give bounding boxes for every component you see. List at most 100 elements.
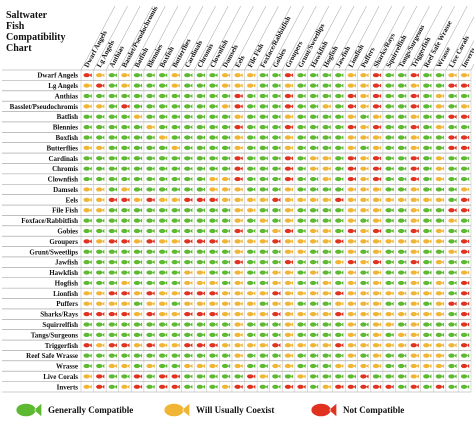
cell-fish bbox=[448, 156, 457, 161]
cell-fish bbox=[234, 93, 243, 99]
cell-fish bbox=[83, 176, 92, 182]
cell-fish bbox=[96, 374, 105, 379]
cell-fish bbox=[448, 145, 457, 151]
cell-fish bbox=[385, 291, 394, 296]
row-label: Reef Safe Wrasse bbox=[26, 352, 78, 360]
cell-fish bbox=[372, 249, 382, 254]
cell-fish bbox=[234, 73, 243, 78]
cell-fish bbox=[221, 249, 231, 254]
cell-fish bbox=[335, 374, 344, 379]
cell-fish bbox=[121, 197, 130, 202]
cell-fish bbox=[221, 114, 231, 119]
cell-fish bbox=[96, 176, 105, 182]
cell-fish bbox=[146, 239, 155, 244]
cell-fish bbox=[309, 197, 319, 202]
cell-fish bbox=[284, 125, 294, 130]
cell-fish bbox=[121, 260, 130, 265]
cell-fish bbox=[184, 208, 193, 213]
cell-fish bbox=[448, 239, 457, 244]
cell-fish bbox=[284, 301, 294, 306]
cell-fish bbox=[423, 218, 432, 223]
cell-fish bbox=[347, 374, 356, 379]
cell-fish bbox=[121, 104, 130, 109]
cell-fish bbox=[397, 197, 407, 202]
cell-fish bbox=[133, 114, 143, 119]
cell-fish bbox=[423, 114, 432, 119]
title-line: Chart bbox=[6, 43, 32, 54]
cell-fish bbox=[234, 114, 243, 119]
cell-fish bbox=[397, 343, 407, 348]
cell-fish bbox=[209, 311, 218, 317]
cell-fish bbox=[96, 363, 105, 369]
cell-fish bbox=[146, 384, 155, 389]
cell-fish bbox=[247, 156, 256, 161]
cell-fish bbox=[347, 156, 356, 161]
cell-fish bbox=[133, 311, 143, 317]
cell-fish bbox=[133, 228, 143, 234]
cell-fish bbox=[108, 322, 117, 327]
cell-fish bbox=[322, 322, 331, 327]
cell-fish bbox=[196, 353, 206, 358]
cell-fish bbox=[435, 197, 445, 202]
cell-fish bbox=[247, 343, 256, 348]
cell-fish bbox=[259, 156, 268, 161]
cell-fish bbox=[209, 218, 218, 223]
cell-fish bbox=[297, 332, 306, 337]
cell-fish bbox=[234, 332, 243, 337]
cell-fish bbox=[247, 145, 256, 151]
cell-fish bbox=[448, 249, 457, 254]
cell-fish bbox=[335, 176, 344, 182]
cell-fish bbox=[209, 208, 218, 213]
cell-fish bbox=[284, 374, 294, 379]
cell-fish bbox=[133, 291, 143, 296]
cell-fish bbox=[397, 208, 407, 213]
cell-fish bbox=[234, 260, 243, 265]
header-line bbox=[433, 5, 468, 71]
cell-fish bbox=[410, 353, 419, 358]
cell-fish bbox=[335, 135, 344, 140]
cell-fish bbox=[322, 208, 331, 213]
cell-fish bbox=[448, 291, 457, 296]
cell-fish bbox=[297, 83, 306, 88]
header-line bbox=[395, 5, 430, 71]
cell-fish bbox=[360, 260, 369, 265]
cell-fish bbox=[96, 228, 105, 234]
cell-fish bbox=[209, 374, 218, 379]
cell-fish bbox=[423, 322, 432, 327]
cell-fish bbox=[448, 280, 457, 286]
cell-fish bbox=[385, 156, 394, 161]
title-line: Compatibility bbox=[6, 32, 65, 43]
cell-fish bbox=[121, 135, 130, 140]
cell-fish bbox=[385, 197, 394, 202]
cell-fish bbox=[448, 343, 457, 348]
cell-fish bbox=[234, 104, 243, 109]
cell-fish bbox=[247, 332, 256, 337]
cell-fish bbox=[360, 343, 369, 348]
cell-fish bbox=[209, 187, 218, 192]
cell-fish bbox=[196, 384, 206, 389]
cell-fish bbox=[385, 228, 394, 234]
cell-fish bbox=[171, 187, 180, 192]
cell-fish bbox=[259, 343, 268, 348]
cell-fish bbox=[247, 135, 256, 140]
cell-fish bbox=[372, 176, 382, 182]
cell-fish bbox=[221, 363, 231, 369]
cell-fish bbox=[335, 270, 344, 275]
cell-fish bbox=[397, 125, 407, 130]
cell-fish bbox=[309, 114, 319, 119]
cell-fish bbox=[196, 311, 206, 317]
cell-fish bbox=[184, 166, 193, 171]
cell-fish bbox=[96, 301, 105, 306]
cell-fish bbox=[259, 197, 268, 202]
cell-fish bbox=[347, 260, 356, 265]
cell-fish bbox=[410, 384, 419, 389]
cell-fish bbox=[272, 332, 281, 337]
cell-fish bbox=[247, 73, 256, 78]
cell-fish bbox=[284, 166, 294, 171]
cell-fish bbox=[234, 384, 243, 389]
cell-fish bbox=[83, 332, 92, 337]
cell-fish bbox=[435, 343, 445, 348]
cell-fish bbox=[360, 83, 369, 88]
cell-fish bbox=[385, 93, 394, 99]
cell-fish bbox=[259, 73, 268, 78]
